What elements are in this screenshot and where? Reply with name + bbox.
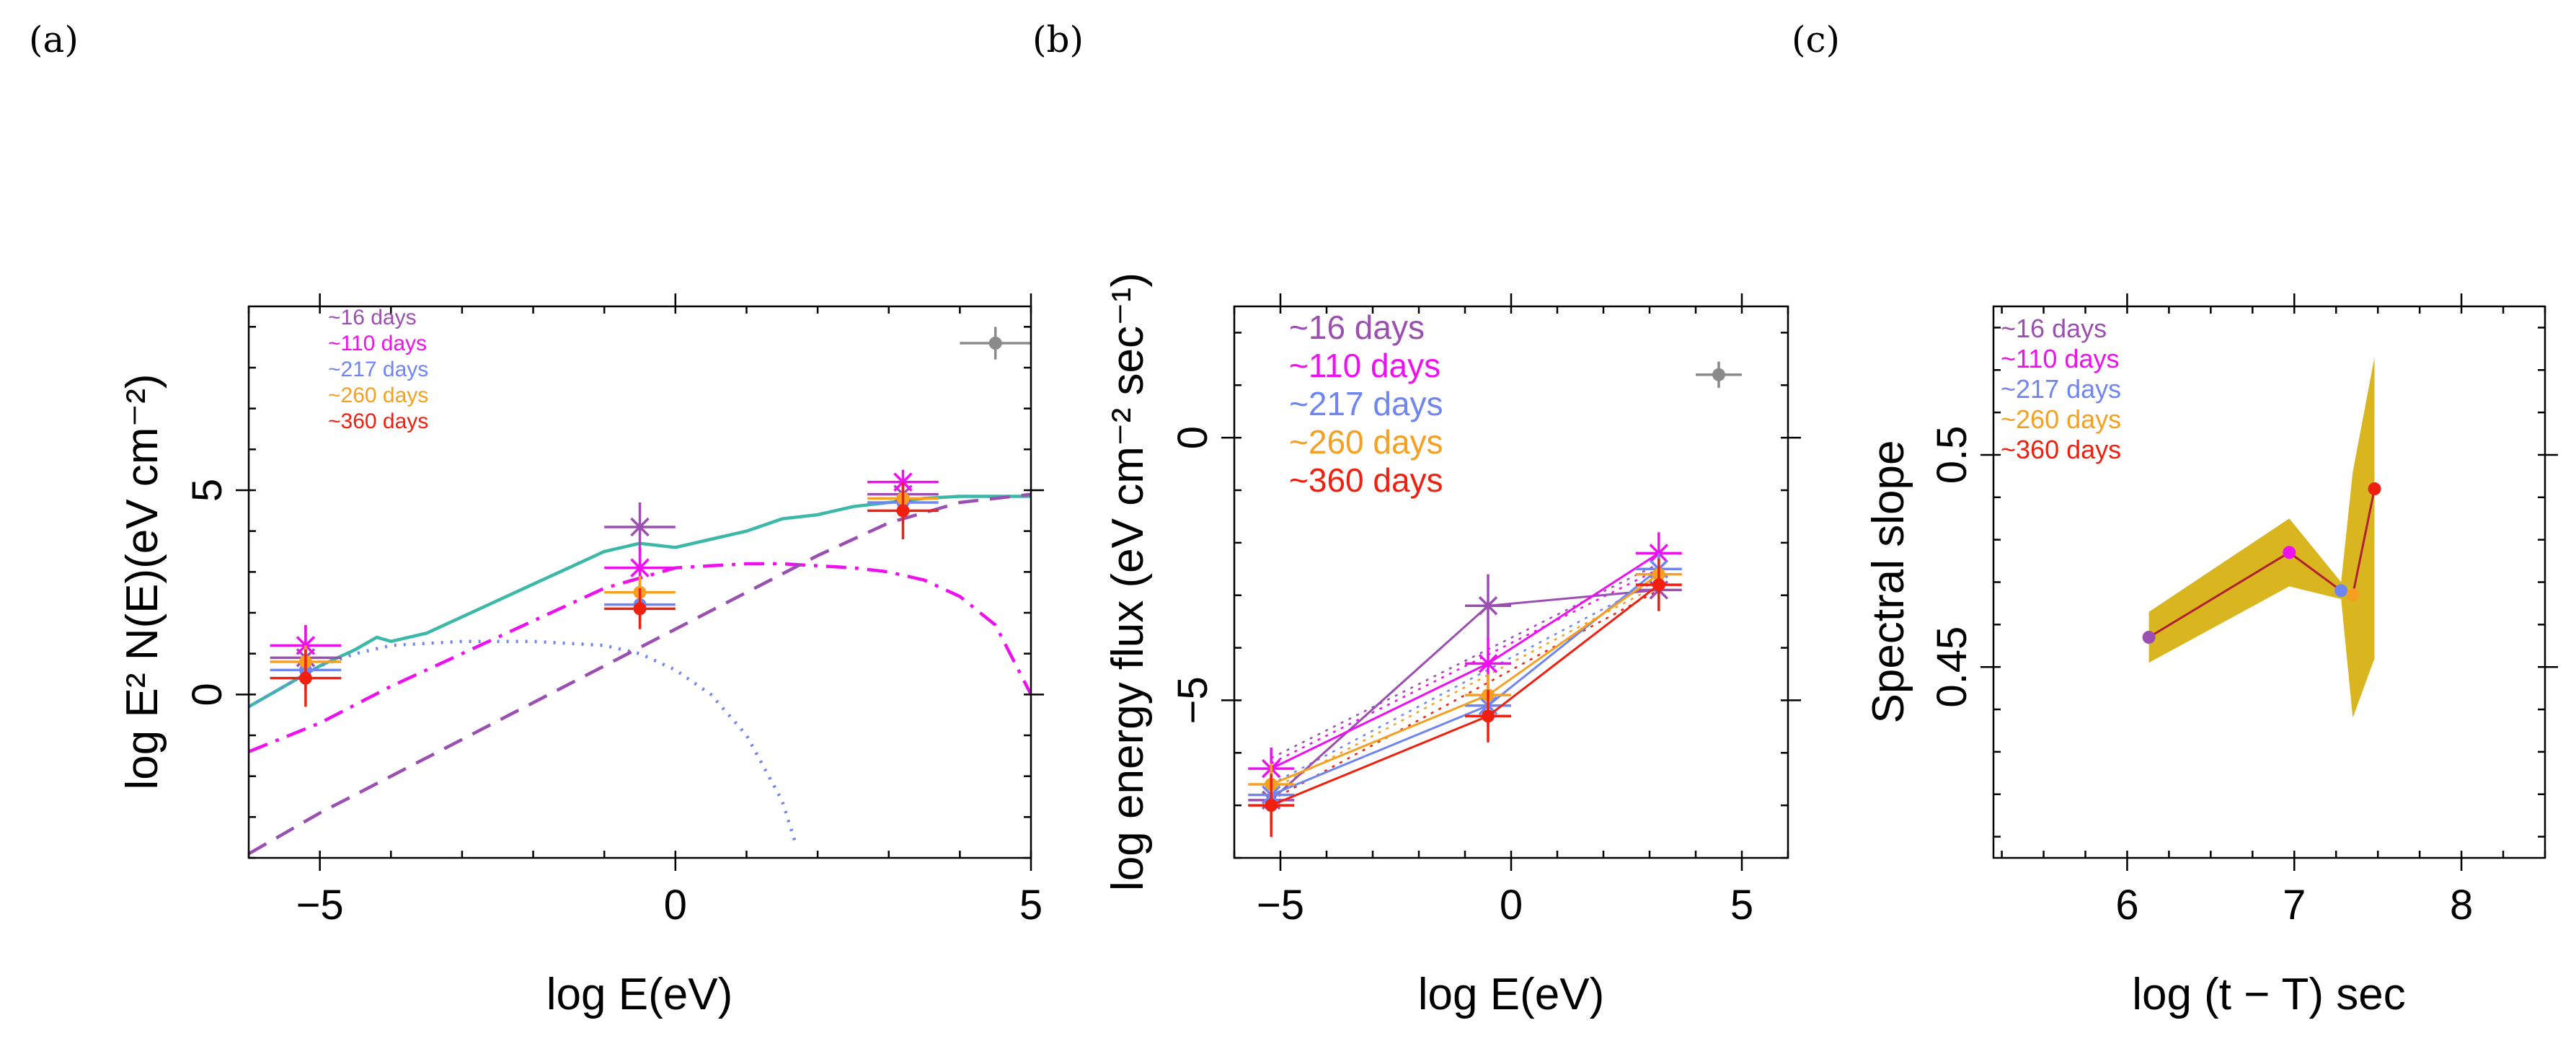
panel-a-series-1-point bbox=[296, 636, 316, 655]
panel-b-xtick-label: 0 bbox=[1500, 882, 1523, 929]
panel-b-series-4-point bbox=[1482, 709, 1495, 723]
panel-a-legend-260: ~260 days bbox=[328, 384, 428, 407]
panel-c-xtick-label: 6 bbox=[2115, 882, 2138, 929]
panel-b-chart: −5 0 5 −5 0 ~16 days ~110 days ~217 days ~26… bbox=[1103, 273, 1801, 1019]
panel-a-xtick-label: 5 bbox=[1019, 882, 1043, 929]
panel-b-fit-line bbox=[1270, 562, 1660, 759]
panel-a-ytick-label: 5 bbox=[184, 479, 231, 502]
panel-b-legend-360: ~360 days bbox=[1289, 461, 1443, 499]
panel-c-ytick-label: 0.5 bbox=[1929, 426, 1975, 484]
panel-a-curve-component-3 bbox=[249, 492, 1031, 856]
panel-c-label: (c) bbox=[1792, 19, 1840, 61]
panel-b-ytick-label: 0 bbox=[1169, 426, 1216, 449]
panel-a-label: (a) bbox=[29, 19, 79, 61]
panel-c-point-4 bbox=[2368, 482, 2381, 496]
panel-c-legend-360: ~360 days bbox=[2001, 435, 2121, 464]
panel-c-point-0 bbox=[2142, 631, 2156, 644]
panel-c-legend-16: ~16 days bbox=[2001, 314, 2107, 343]
panel-b-legend: ~16 days ~110 days ~217 days ~260 days ~… bbox=[1289, 309, 1443, 499]
panel-a-series-4-point bbox=[896, 504, 910, 518]
panel-a-legend-360: ~360 days bbox=[328, 409, 428, 433]
panel-b-series-1-point bbox=[1478, 654, 1498, 673]
panel-b-legend-217: ~217 days bbox=[1289, 385, 1443, 422]
panel-b-legend-260: ~260 days bbox=[1289, 423, 1443, 461]
panel-c-legend-110: ~110 days bbox=[2001, 344, 2119, 373]
panel-a-series-0-point bbox=[630, 517, 650, 537]
panel-c-legend: ~16 days ~110 days ~217 days ~260 days ~… bbox=[2001, 314, 2121, 464]
panel-b-xtick-label: −5 bbox=[1257, 882, 1304, 929]
panel-a-series-4-point bbox=[298, 671, 312, 685]
panel-c-ticks: 6 7 8 0.45 0.5 bbox=[1929, 293, 2558, 929]
panel-b-ref-point bbox=[1712, 368, 1725, 381]
panel-a-ylabel: log E² N(E)(eV cm⁻²) bbox=[118, 374, 167, 790]
panel-a-xtick-label: −5 bbox=[296, 882, 344, 929]
panel-b-series bbox=[1248, 532, 1682, 837]
panel-b-reference-point bbox=[1696, 361, 1742, 388]
panel-b-series-0-point bbox=[1478, 596, 1498, 616]
panel-a-chart: −5 0 5 0 5 ~16 days ~110 days ~217 days ~260… bbox=[118, 293, 1044, 1019]
panel-b-ylabel: log energy flux (eV cm⁻² sec⁻¹) bbox=[1103, 273, 1153, 891]
panel-c-xtick-label: 8 bbox=[2450, 882, 2473, 929]
panel-b-series-4-point bbox=[1265, 799, 1278, 812]
panel-a-series-4-point bbox=[633, 602, 647, 616]
panel-a-series-1-point bbox=[630, 558, 650, 577]
panel-b-ytick-label: −5 bbox=[1169, 676, 1216, 724]
panel-c-xlabel: log (t − T) sec bbox=[2132, 970, 2406, 1019]
panel-c-xtick-label: 7 bbox=[2283, 882, 2306, 929]
panel-a-legend-16: ~16 days bbox=[328, 306, 417, 329]
panel-b-label: (b) bbox=[1032, 19, 1084, 61]
panel-a-frame bbox=[247, 305, 1032, 859]
panel-c-band bbox=[2148, 357, 2375, 718]
panel-a-legend-110: ~110 days bbox=[328, 332, 427, 355]
panel-c-ylabel: Spectral slope bbox=[1864, 440, 1913, 724]
panel-c-point-1 bbox=[2283, 546, 2296, 559]
panel-a-curve-component-1 bbox=[249, 639, 798, 846]
panel-b-ticks: −5 0 5 −5 0 bbox=[1169, 293, 1801, 929]
panel-b-legend-16: ~16 days bbox=[1289, 309, 1425, 346]
panel-c-uncertainty-band bbox=[2148, 357, 2375, 718]
panel-a-reference-point bbox=[960, 327, 1031, 360]
panel-b-xtick-label: 5 bbox=[1730, 882, 1753, 929]
panel-b-fit-line bbox=[1270, 578, 1660, 786]
panel-b-xlabel: log E(eV) bbox=[1418, 970, 1604, 1019]
panel-a-xlabel: log E(eV) bbox=[546, 970, 732, 1019]
panel-c-point-2 bbox=[2334, 584, 2348, 598]
panel-c-legend-260: ~260 days bbox=[2001, 404, 2121, 434]
panel-c-line bbox=[2142, 482, 2381, 644]
panel-c-legend-217: ~217 days bbox=[2001, 374, 2121, 404]
panel-b-series-4-point bbox=[1652, 578, 1665, 592]
panel-a-legend: ~16 days ~110 days ~217 days ~260 days ~… bbox=[328, 306, 428, 433]
panel-b-fit-line bbox=[1270, 568, 1660, 765]
panel-a-ref-point bbox=[988, 337, 1002, 350]
panel-a-data-points bbox=[270, 469, 939, 707]
panel-a-legend-217: ~217 days bbox=[328, 358, 428, 381]
panel-b-legend-110: ~110 days bbox=[1289, 347, 1440, 384]
panel-a-curve-component-2 bbox=[249, 562, 1031, 753]
panel-a-ytick-label: 0 bbox=[184, 683, 231, 706]
panel-c-ytick-label: 0.45 bbox=[1929, 626, 1975, 708]
panel-b-fit-lines bbox=[1270, 562, 1660, 801]
panel-c-point-3 bbox=[2346, 588, 2360, 602]
panel-a-ticks: −5 0 5 0 5 bbox=[184, 293, 1044, 929]
panel-a-xtick-label: 0 bbox=[664, 882, 687, 929]
panel-c-chart: 6 7 8 0.45 0.5 ~16 days ~110 days ~217 days … bbox=[1864, 293, 2558, 1019]
